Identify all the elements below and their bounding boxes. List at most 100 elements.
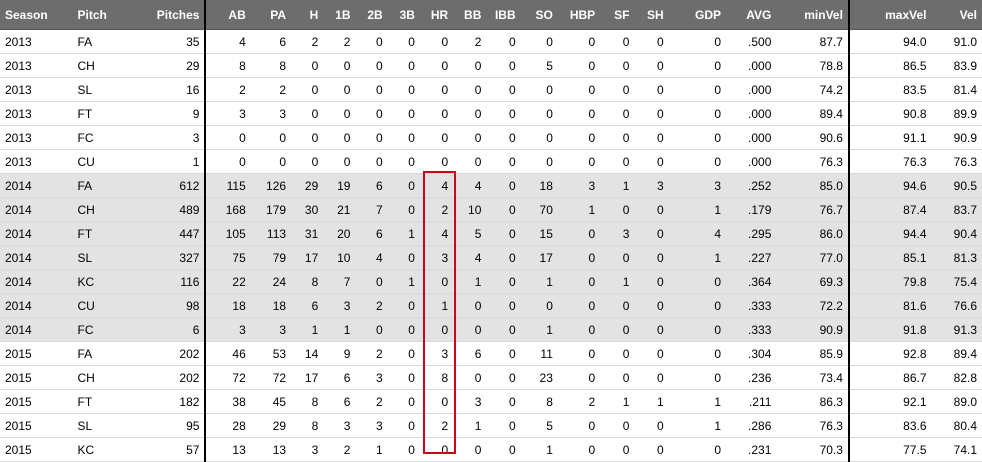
cell-minvel: 86.3 — [776, 390, 849, 414]
cell-maxvel: 91.8 — [849, 318, 932, 342]
cell-1b: 2 — [323, 438, 355, 462]
cell-bb: 1 — [453, 414, 486, 438]
column-header-pitches[interactable]: Pitches — [145, 0, 205, 30]
cell-avg: .333 — [726, 294, 776, 318]
cell-h: 0 — [291, 126, 323, 150]
cell-pa: 24 — [251, 270, 291, 294]
cell-gdp: 1 — [669, 390, 726, 414]
column-header-ibb[interactable]: IBB — [486, 0, 520, 30]
cell-sh: 0 — [634, 198, 668, 222]
cell-hr: 0 — [420, 150, 453, 174]
cell-vel: 91.3 — [932, 318, 982, 342]
cell-sf: 0 — [600, 414, 634, 438]
column-header-so[interactable]: SO — [521, 0, 558, 30]
cell-3b: 0 — [388, 126, 420, 150]
cell-pa: 72 — [251, 366, 291, 390]
cell-h: 29 — [291, 174, 323, 198]
cell-sh: 0 — [634, 78, 668, 102]
cell-hr: 0 — [420, 30, 453, 54]
cell-pa: 53 — [251, 342, 291, 366]
column-header-sf[interactable]: SF — [600, 0, 634, 30]
cell-pa: 13 — [251, 438, 291, 462]
cell-bb: 0 — [453, 78, 486, 102]
cell-sf: 0 — [600, 318, 634, 342]
cell-maxvel: 92.8 — [849, 342, 932, 366]
column-header-3b[interactable]: 3B — [388, 0, 420, 30]
cell-h: 3 — [291, 438, 323, 462]
cell-2b: 2 — [355, 342, 387, 366]
cell-3b: 0 — [388, 366, 420, 390]
column-header-avg[interactable]: AVG — [726, 0, 776, 30]
cell-sf: 0 — [600, 150, 634, 174]
cell-hbp: 0 — [558, 366, 600, 390]
column-header-hbp[interactable]: HBP — [558, 0, 600, 30]
cell-vel: 81.3 — [932, 246, 982, 270]
cell-hbp: 0 — [558, 222, 600, 246]
cell-sf: 0 — [600, 438, 634, 462]
column-header-maxvel[interactable]: maxVel — [849, 0, 932, 30]
cell-bb: 4 — [453, 246, 486, 270]
cell-sf: 1 — [600, 270, 634, 294]
column-header-pa[interactable]: PA — [251, 0, 291, 30]
cell-ab: 2 — [205, 78, 250, 102]
cell-maxvel: 91.1 — [849, 126, 932, 150]
column-header-minvel[interactable]: minVel — [776, 0, 849, 30]
cell-avg: .364 — [726, 270, 776, 294]
column-header-h[interactable]: H — [291, 0, 323, 30]
cell-pa: 29 — [251, 414, 291, 438]
cell-hbp: 0 — [558, 30, 600, 54]
column-header-ab[interactable]: AB — [205, 0, 250, 30]
cell-vel: 90.9 — [932, 126, 982, 150]
cell-vel: 75.4 — [932, 270, 982, 294]
cell-pitch: SL — [73, 78, 146, 102]
cell-so: 8 — [521, 390, 558, 414]
column-header-sh[interactable]: SH — [634, 0, 668, 30]
cell-ab: 46 — [205, 342, 250, 366]
cell-gdp: 0 — [669, 342, 726, 366]
cell-avg: .236 — [726, 366, 776, 390]
cell-sh: 1 — [634, 390, 668, 414]
column-header-1b[interactable]: 1B — [323, 0, 355, 30]
cell-hbp: 1 — [558, 198, 600, 222]
column-header-vel[interactable]: Vel — [932, 0, 982, 30]
cell-minvel: 87.7 — [776, 30, 849, 54]
column-header-hr[interactable]: HR — [420, 0, 453, 30]
cell-sh: 0 — [634, 438, 668, 462]
cell-so: 1 — [521, 318, 558, 342]
cell-sf: 0 — [600, 102, 634, 126]
column-header-bb[interactable]: BB — [453, 0, 486, 30]
cell-gdp: 0 — [669, 150, 726, 174]
cell-so: 11 — [521, 342, 558, 366]
column-header-season[interactable]: Season — [0, 0, 73, 30]
cell-sh: 0 — [634, 222, 668, 246]
cell-pitches: 202 — [145, 342, 205, 366]
cell-vel: 89.4 — [932, 342, 982, 366]
cell-sh: 0 — [634, 126, 668, 150]
cell-pitches: 35 — [145, 30, 205, 54]
column-header-pitch[interactable]: Pitch — [73, 0, 146, 30]
cell-pitch: FC — [73, 318, 146, 342]
cell-season: 2014 — [0, 198, 73, 222]
cell-sh: 0 — [634, 30, 668, 54]
cell-hbp: 0 — [558, 102, 600, 126]
cell-ibb: 0 — [486, 270, 520, 294]
cell-minvel: 69.3 — [776, 270, 849, 294]
cell-hbp: 0 — [558, 414, 600, 438]
column-header-gdp[interactable]: GDP — [669, 0, 726, 30]
cell-pitch: CH — [73, 366, 146, 390]
cell-pitches: 489 — [145, 198, 205, 222]
cell-3b: 0 — [388, 294, 420, 318]
cell-pa: 0 — [251, 150, 291, 174]
cell-pitches: 447 — [145, 222, 205, 246]
cell-gdp: 0 — [669, 270, 726, 294]
cell-minvel: 86.0 — [776, 222, 849, 246]
cell-so: 70 — [521, 198, 558, 222]
cell-so: 17 — [521, 246, 558, 270]
cell-avg: .000 — [726, 78, 776, 102]
column-header-2b[interactable]: 2B — [355, 0, 387, 30]
cell-pa: 45 — [251, 390, 291, 414]
